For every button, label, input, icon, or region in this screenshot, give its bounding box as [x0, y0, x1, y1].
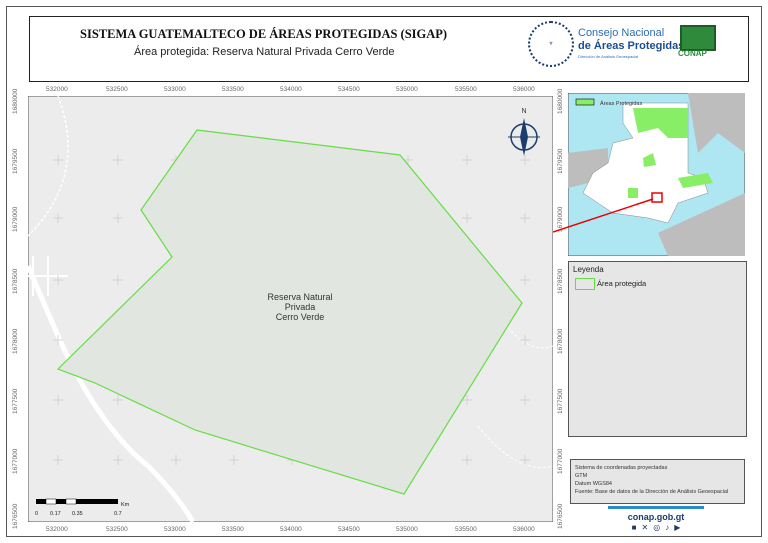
y-tick-label: 1677000 [557, 448, 564, 474]
info-line: Fuente: Base de datos de la Dirección de… [575, 489, 729, 495]
facebook-icon[interactable]: ■ [631, 523, 637, 532]
legend-title: Leyenda [573, 265, 604, 274]
y-tick-label: 1679000 [12, 206, 19, 232]
x-tick-label: 534500 [338, 86, 360, 93]
main-map[interactable]: N [28, 96, 553, 522]
x-tick-label: 535000 [396, 526, 418, 533]
divider [608, 506, 704, 509]
y-tick-label: 1677500 [12, 388, 19, 414]
guatemala-seal-logo: ⚜ [528, 21, 574, 67]
y-tick-label: 1677500 [557, 388, 564, 414]
scale-label: 0.35 [72, 511, 83, 517]
x-tick-label: 535000 [396, 86, 418, 93]
x-tick-label: 536000 [513, 86, 535, 93]
tiktok-icon[interactable]: ♪ [665, 523, 670, 532]
x-tick-label: 536000 [513, 526, 535, 533]
y-tick-label: 1678500 [557, 268, 564, 294]
x-tick-label: 535500 [455, 526, 477, 533]
y-tick-label: 1676500 [12, 503, 19, 529]
x-tick-label: 533500 [222, 86, 244, 93]
x-tick-label: 535500 [455, 86, 477, 93]
inset-legend-label: Áreas Protegidas [600, 100, 642, 107]
y-tick-label: 1678000 [12, 328, 19, 354]
x-icon[interactable]: ✕ [641, 523, 649, 532]
protected-area-polygon[interactable] [56, 129, 523, 495]
legend-swatch [575, 278, 595, 290]
x-tick-label: 532500 [106, 526, 128, 533]
header: SISTEMA GUATEMALTECO DE ÁREAS PROTEGIDAS… [29, 16, 749, 82]
y-tick-label: 1680000 [12, 88, 19, 114]
location-pointer-line [553, 198, 654, 233]
x-tick-label: 533000 [164, 86, 186, 93]
area-label-line: Cerro Verde [275, 312, 325, 322]
page-frame [6, 6, 762, 537]
info-panel: Sistema de coordenadas proyectadas GTM D… [570, 459, 745, 504]
x-tick-label: 532000 [46, 526, 68, 533]
conap-logo-text: CONAP [678, 49, 707, 58]
x-tick-label: 532500 [106, 86, 128, 93]
scale-unit: Km [121, 502, 130, 508]
area-label-line: Privada [284, 302, 316, 312]
north-label: N [521, 108, 526, 115]
legend-panel: Leyenda Área protegida [568, 261, 747, 437]
youtube-icon[interactable]: ▶ [674, 523, 681, 532]
y-tick-label: 1680000 [557, 88, 564, 114]
y-tick-label: 1679500 [557, 148, 564, 174]
inset-map: Áreas Protegidas [568, 93, 745, 256]
area-label-line: Reserva Natural [267, 292, 333, 302]
info-line: GTM [575, 473, 588, 479]
scale-label: 0 [35, 511, 39, 517]
x-tick-label: 532000 [46, 86, 68, 93]
north-arrow: N [508, 108, 540, 156]
page-subtitle: Área protegida: Reserva Natural Privada … [134, 46, 395, 58]
x-tick-label: 533000 [164, 526, 186, 533]
y-tick-label: 1678500 [12, 268, 19, 294]
website-link[interactable]: conap.gob.gt [627, 512, 685, 522]
x-tick-label: 533500 [222, 526, 244, 533]
legend-item-label: Área protegida [597, 279, 647, 288]
inset-legend-swatch [575, 98, 595, 106]
x-tick-label: 534000 [280, 526, 302, 533]
scale-label: 0.17 [50, 511, 61, 517]
x-tick-label: 534000 [280, 86, 302, 93]
conap-line1: Consejo Nacional [578, 27, 665, 39]
conap-logo [680, 25, 716, 51]
y-tick-label: 1677000 [12, 448, 19, 474]
conap-line2: de Áreas Protegidas [578, 40, 685, 52]
conap-line3: Dirección de Análisis Geoespacial [578, 54, 639, 59]
info-line: Datum WGS84 [575, 481, 612, 487]
y-tick-label: 1679500 [12, 148, 19, 174]
x-tick-label: 534500 [338, 526, 360, 533]
page-title: SISTEMA GUATEMALTECO DE ÁREAS PROTEGIDAS… [80, 27, 448, 41]
instagram-icon[interactable]: ◎ [653, 523, 661, 532]
area-label: Reserva Natural Privada Cerro Verde [240, 292, 360, 322]
y-tick-label: 1676500 [557, 503, 564, 529]
scale-label: 0.7 [114, 511, 122, 517]
scale-bar [36, 498, 118, 505]
y-tick-label: 1678000 [557, 328, 564, 354]
info-line: Sistema de coordenadas proyectadas [575, 465, 668, 471]
